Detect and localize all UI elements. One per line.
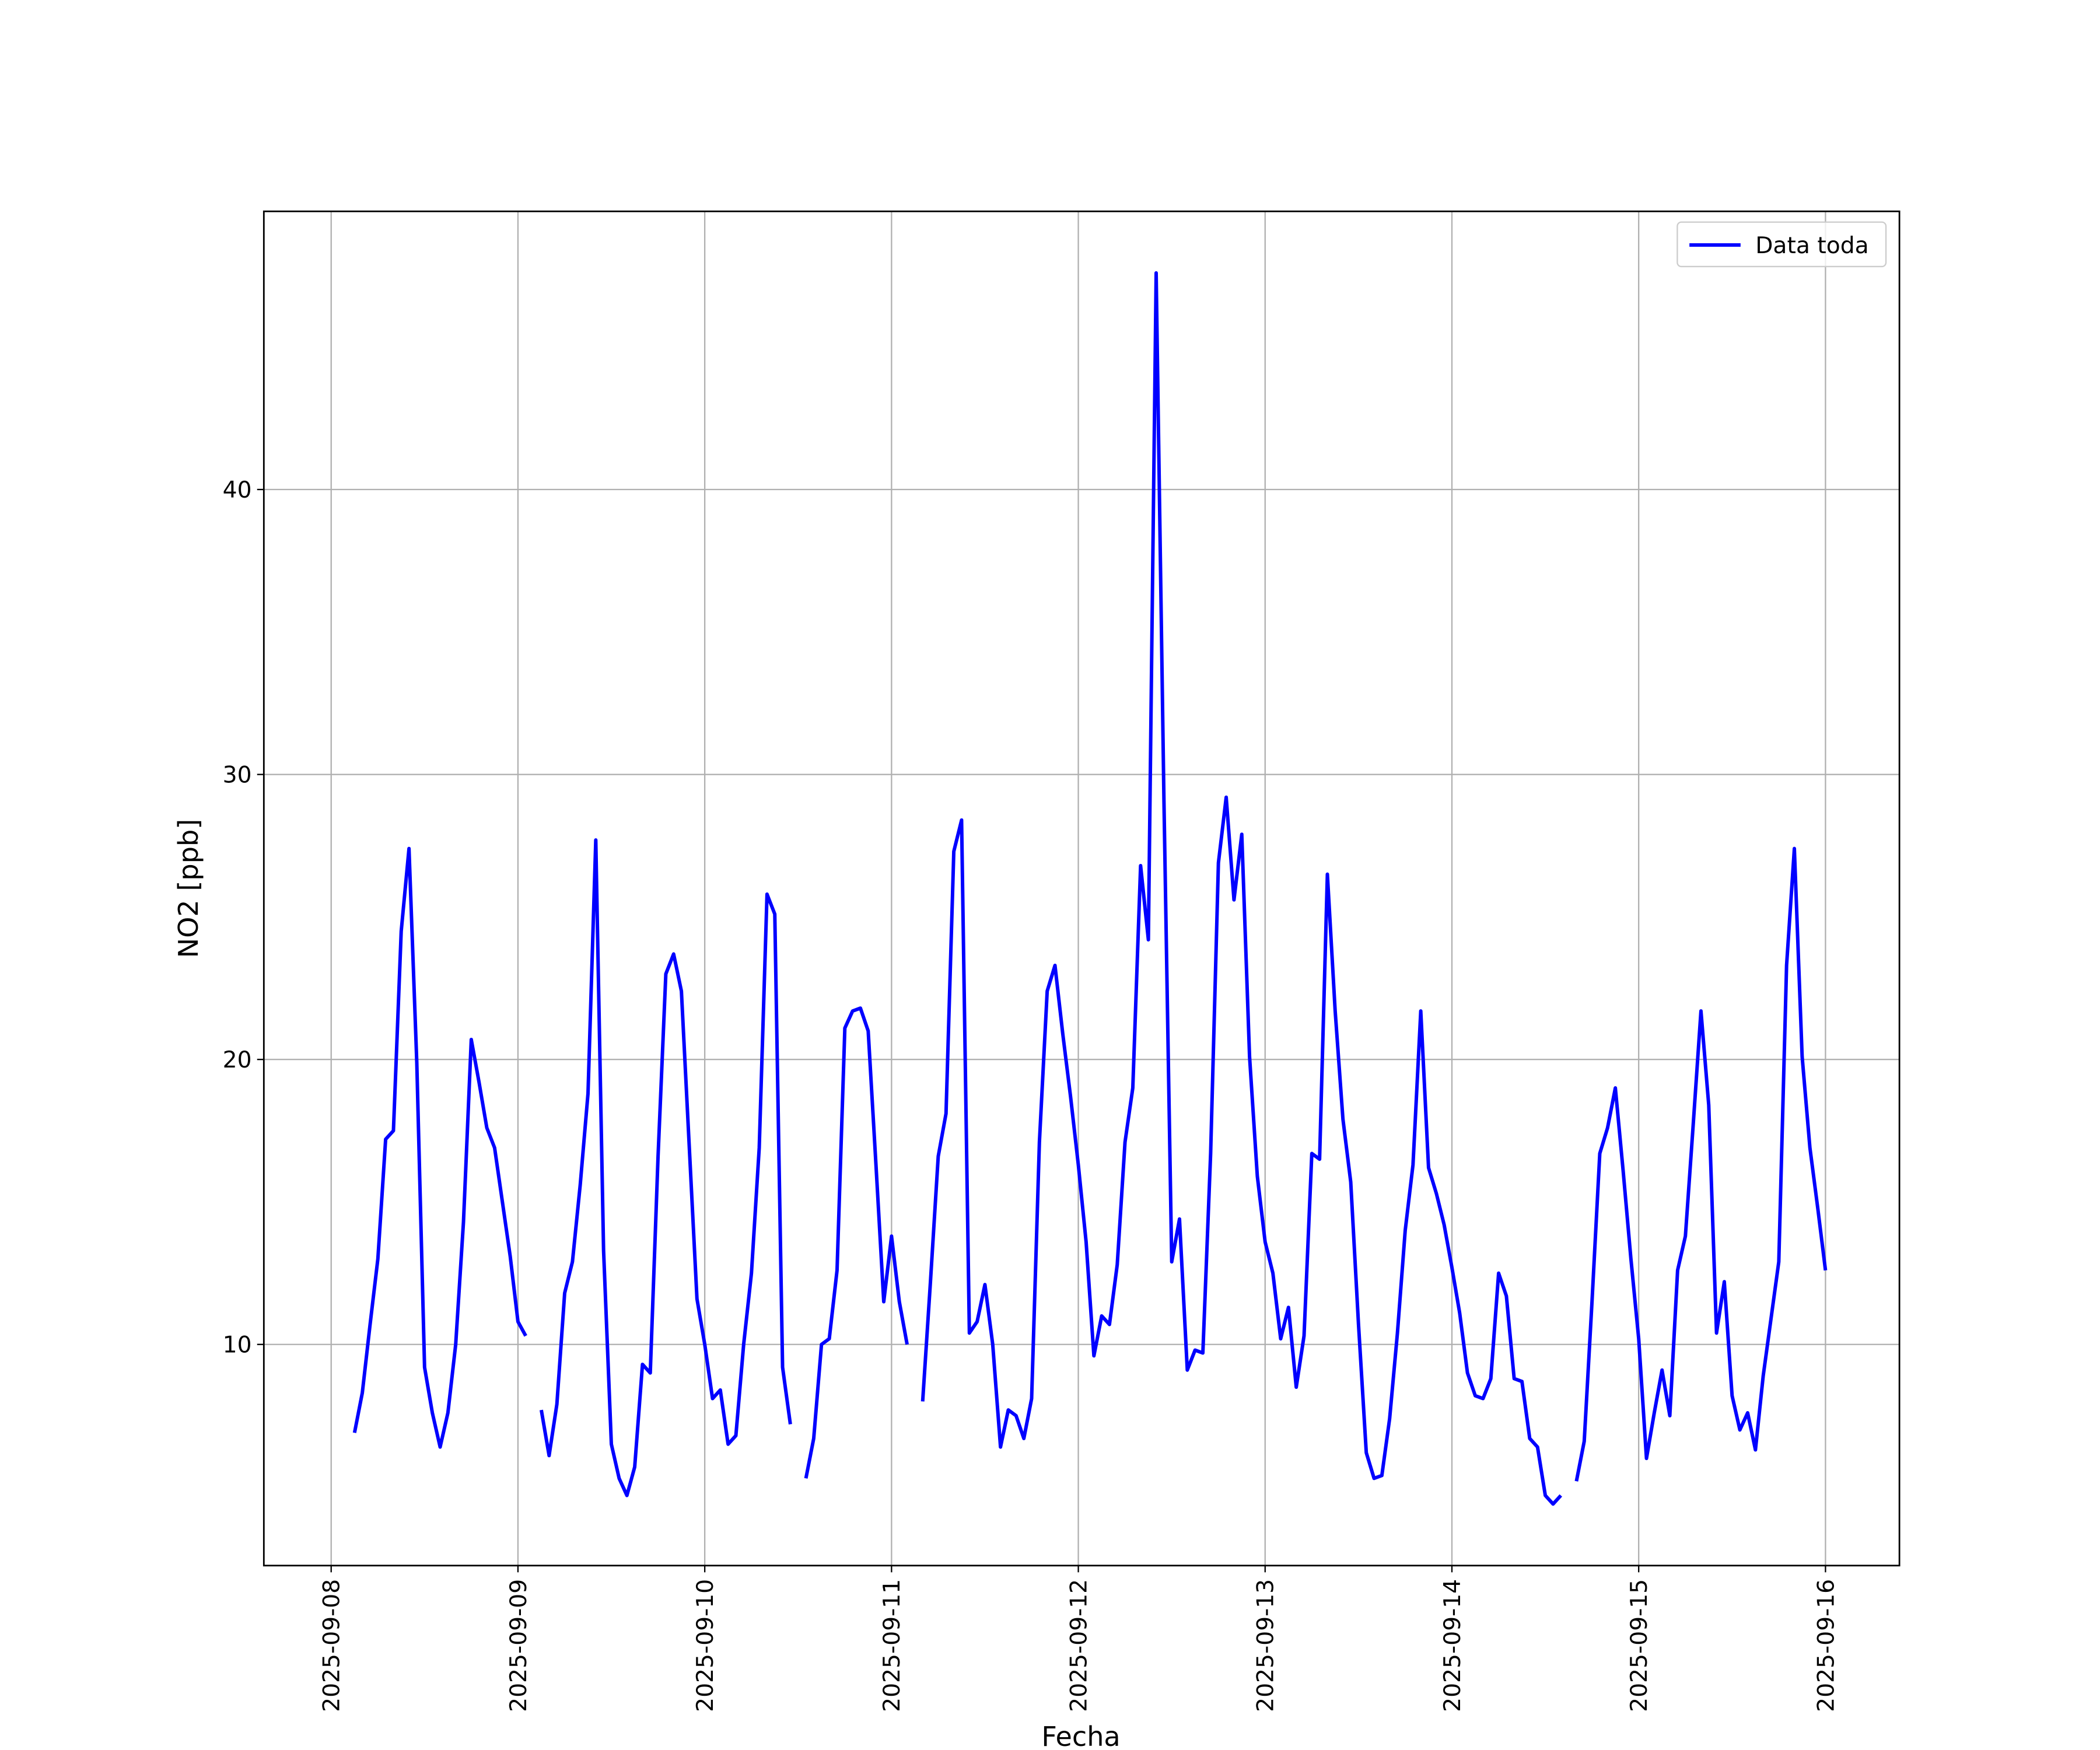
x-tick-label: 2025-09-15 bbox=[1626, 1579, 1653, 1712]
x-tick-label: 2025-09-16 bbox=[1813, 1579, 1839, 1712]
y-tick-label: 30 bbox=[223, 762, 252, 789]
x-tick-label: 2025-09-14 bbox=[1440, 1579, 1466, 1712]
plot-area bbox=[352, 271, 1828, 1506]
legend: Data toda bbox=[1676, 221, 1887, 268]
y-tick-label: 40 bbox=[223, 477, 252, 503]
y-tick-label: 10 bbox=[223, 1332, 252, 1359]
x-tick-label: 2025-09-13 bbox=[1253, 1579, 1279, 1712]
data-line bbox=[352, 271, 1828, 1506]
ticks: 10 20 30 40 2025-09-08 2025-09-09 2025-09-10 20… bbox=[223, 477, 1840, 1712]
x-tick-label: 2025-09-08 bbox=[319, 1579, 345, 1712]
grid bbox=[264, 211, 1900, 1566]
x-tick-label: 2025-09-09 bbox=[506, 1579, 532, 1712]
legend-label: Data toda bbox=[1755, 233, 1868, 259]
x-tick-label: 2025-09-12 bbox=[1066, 1579, 1092, 1712]
x-tick-label: 2025-09-11 bbox=[879, 1579, 905, 1712]
y-tick-label: 20 bbox=[223, 1047, 252, 1073]
x-tick-label: 2025-09-10 bbox=[692, 1579, 719, 1712]
y-axis-label: NO2 [ppb] bbox=[173, 819, 204, 958]
legend-box bbox=[1676, 221, 1887, 268]
x-axis-label: Fecha bbox=[1041, 1721, 1120, 1750]
axes-frame bbox=[262, 210, 1901, 1567]
